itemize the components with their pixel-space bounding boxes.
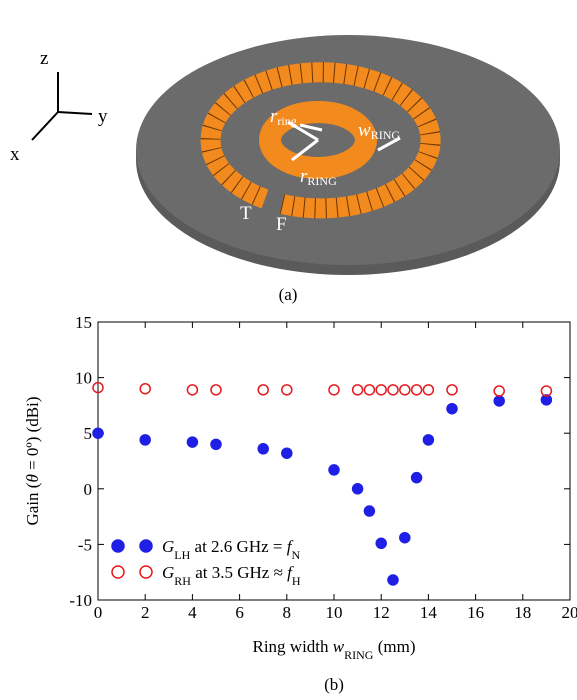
text-part: (mm) [373,637,415,656]
point [400,533,410,543]
point [423,385,433,395]
point [282,385,292,395]
point [329,385,339,395]
legend-marker [140,566,152,578]
legend-marker [140,540,152,552]
x-axis-label: Ring width wRING (mm) [252,637,415,662]
point [447,404,457,414]
x-tick-label: 18 [514,603,531,622]
x-tick-label: 20 [562,603,577,622]
figure: z y x rring wRING rRING T F (a) 0 2 4 6 8 10 1… [0,0,577,700]
point [400,385,410,395]
point [282,448,292,458]
x-tick-label: 14 [420,603,438,622]
point [364,506,374,516]
legend-label: GRH at 3.5 GHz ≈ fH [162,563,301,588]
y-tick-label: 5 [84,424,93,443]
point [93,428,103,438]
point [187,437,197,447]
legend-marker [112,540,124,552]
point [447,385,457,395]
axis-x: x [10,144,20,165]
legend-label: GLH at 2.6 GHz = fN [162,537,300,562]
point [187,385,197,395]
x-tick-label: 4 [188,603,197,622]
y-tick-label: 15 [75,313,92,332]
caption-a: (a) [279,285,298,304]
x-tick-label: 6 [235,603,244,622]
y-tick-label: -5 [78,535,92,554]
point [140,435,150,445]
point [494,396,504,406]
text-part: Gain ( [23,482,42,525]
text-part: H [292,574,301,588]
y-tick-label: -10 [69,591,92,610]
legend-marker [112,566,124,578]
text-part: LH [174,548,190,562]
text-part: θ [23,474,42,482]
point [353,385,363,395]
caption-b: (b) [324,675,344,694]
text-part: G [162,537,174,556]
point [258,385,268,395]
point [412,473,422,483]
point [329,465,339,475]
text-part: RING [344,648,374,662]
point [258,444,268,454]
x-tick-label: 12 [373,603,390,622]
text-part: at 3.5 GHz ≈ [191,563,287,582]
x-tick-label: 2 [141,603,150,622]
axes-icon [32,72,92,140]
text-part: = 0º) (dBi) [23,397,42,475]
axis-z: z [40,48,48,69]
x-tick-label: 16 [467,603,484,622]
text-part: N [291,548,300,562]
point [494,386,504,396]
text-part: G [162,563,174,582]
label-t: T [240,203,252,224]
point [353,484,363,494]
point [423,435,433,445]
antenna-illustration: z y x rring wRING rRING T F (a) [10,35,560,304]
x-tick-label: 0 [94,603,103,622]
point [211,439,221,449]
axis-y: y [98,106,108,127]
x-tick-label: 10 [326,603,343,622]
point [140,384,150,394]
y-tick-label: 0 [84,480,93,499]
point [364,385,374,395]
label-f: F [276,214,287,235]
point [376,538,386,548]
point [376,385,386,395]
text-part: w [333,637,345,656]
y-axis-label: Gain (θ = 0º) (dBi) [23,397,42,526]
point [211,385,221,395]
y-tick-label: 10 [75,369,92,388]
point [388,385,398,395]
point [388,575,398,585]
x-tick-label: 8 [283,603,292,622]
plot-frame [98,322,570,600]
text-part: RH [174,574,191,588]
text-part: Ring width [252,637,332,656]
text-part: at 2.6 GHz = [190,537,286,556]
point [412,385,422,395]
